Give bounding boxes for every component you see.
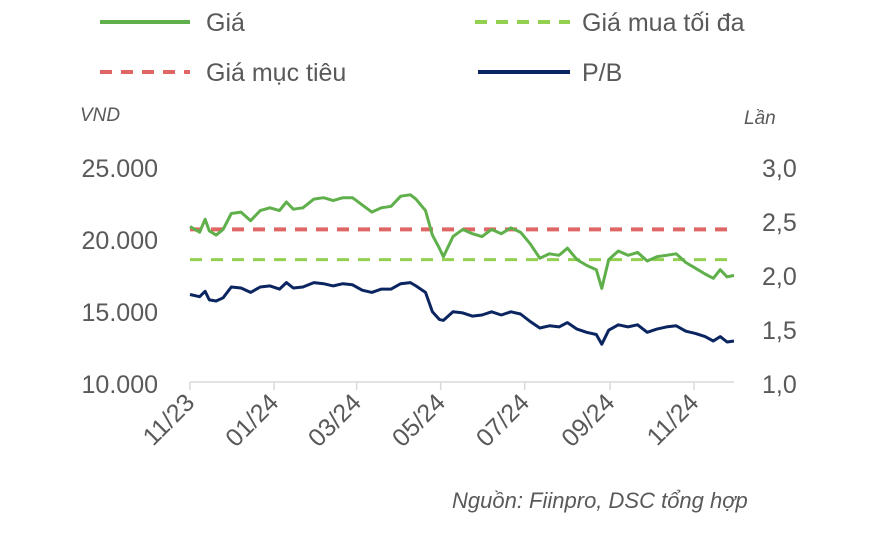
x-tick-label: 09/24	[556, 388, 620, 452]
legend-item-gia-mua-toi-da: Giá mua tối đa	[475, 9, 745, 37]
x-tick-label: 05/24	[387, 388, 451, 452]
y-right-tick-3-0: 3,0	[762, 155, 797, 183]
y-right-tick-1-5: 1,5	[762, 317, 797, 345]
legend: Giá Giá mua tối đa Giá mục tiêu P/B	[100, 9, 745, 87]
legend-label-gia-muc-tieu: Giá mục tiêu	[206, 59, 346, 87]
legend-label-pb: P/B	[582, 59, 622, 87]
legend-item-pb: P/B	[478, 59, 622, 87]
legend-item-gia: Giá	[100, 9, 245, 37]
y-right-ticks: 3,0 2,5 2,0 1,5 1,0	[762, 155, 797, 399]
x-tick-label: 03/24	[303, 388, 367, 452]
y-right-tick-2-5: 2,5	[762, 209, 797, 237]
x-tick-label: 07/24	[471, 388, 535, 452]
legend-label-gia: Giá	[206, 9, 245, 37]
y-right-tick-1-0: 1,0	[762, 371, 797, 399]
y-left-tick-10000: 10.000	[82, 371, 158, 399]
y-left-unit: VND	[80, 105, 120, 126]
x-axis-ticks: 11/23 01/24 03/24 05/24 07/24 09/24 11/24	[138, 382, 705, 452]
legend-item-gia-muc-tieu: Giá mục tiêu	[100, 59, 346, 87]
y-right-unit: Lần	[744, 108, 776, 129]
y-left-ticks: 25.000 20.000 15.000 10.000	[82, 155, 158, 399]
series-gia-line	[189, 193, 735, 290]
x-tick-label: 11/24	[642, 388, 705, 451]
series-pb-line	[189, 281, 735, 346]
y-left-tick-20000: 20.000	[82, 227, 158, 255]
y-left-tick-15000: 15.000	[82, 299, 158, 327]
x-tick-label: 01/24	[220, 388, 284, 452]
y-left-tick-25000: 25.000	[82, 155, 158, 183]
legend-label-gia-mua-toi-da: Giá mua tối đa	[582, 9, 745, 37]
source-note: Nguồn: Fiinpro, DSC tổng hợp	[452, 488, 748, 513]
y-right-tick-2-0: 2,0	[762, 263, 797, 291]
